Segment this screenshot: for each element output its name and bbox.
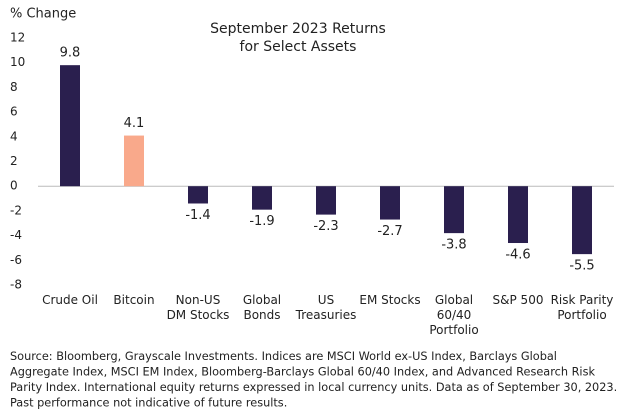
x-tick-label: Risk Parity Portfolio (551, 293, 614, 322)
value-label: -2.7 (377, 224, 402, 239)
value-label: 9.8 (60, 46, 81, 61)
y-tick-label: 12 (10, 31, 25, 45)
footnote: Aggregate Index, MSCI EM Index, Bloomber… (10, 366, 595, 379)
bar (508, 186, 528, 244)
value-label: -3.8 (441, 238, 466, 253)
y-axis-label: % Change (10, 7, 76, 22)
y-tick-label: 10 (10, 55, 25, 69)
y-tick-label: -6 (10, 253, 22, 267)
bar (444, 186, 464, 234)
value-label: -5.5 (569, 259, 594, 274)
bar (124, 135, 144, 187)
x-tick-label: EM Stocks (359, 293, 420, 307)
chart-title: September 2023 Returns (210, 21, 386, 37)
y-tick-label: 0 (10, 179, 18, 193)
value-label: -1.9 (249, 214, 274, 229)
x-tick-label: US Treasuries (295, 293, 357, 322)
x-tick-label: S&P 500 (493, 293, 544, 307)
y-tick-label: 2 (10, 154, 18, 168)
x-tick-label: Non-US DM Stocks (167, 293, 230, 322)
value-label: 4.1 (124, 116, 145, 131)
footnote: Past performance not indicative of futur… (10, 397, 287, 410)
bar (60, 65, 80, 187)
y-tick-label: -8 (10, 278, 22, 292)
value-label: -4.6 (505, 248, 530, 263)
bar (316, 186, 336, 215)
bar (188, 186, 208, 204)
value-label: -2.3 (313, 219, 338, 234)
y-tick-label: 6 (10, 105, 18, 119)
y-tick-label: -2 (10, 203, 22, 217)
footnote: Parity Index. International equity retur… (10, 381, 617, 394)
y-tick-label: -4 (10, 228, 22, 242)
bar (380, 186, 400, 220)
bar (572, 186, 592, 255)
footnote: Source: Bloomberg, Grayscale Investments… (10, 350, 557, 363)
bar (252, 186, 272, 210)
y-tick-label: 8 (10, 80, 18, 94)
value-label: -1.4 (185, 208, 210, 223)
x-tick-label: Global 60/40 Portfolio (429, 293, 478, 337)
x-tick-label: Bitcoin (113, 293, 154, 307)
x-tick-label: Crude Oil (42, 293, 98, 307)
y-tick-label: 4 (10, 129, 18, 143)
x-tick-label: Global Bonds (243, 293, 281, 322)
chart-title: for Select Assets (240, 39, 357, 55)
